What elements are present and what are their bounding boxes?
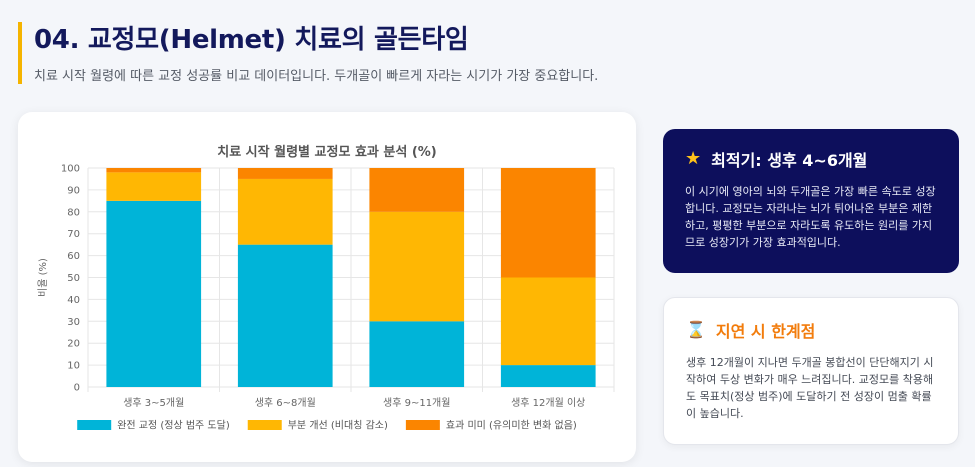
bar-segment [237, 168, 333, 179]
optimal-card-header: ★ 최적기: 생후 4~6개월 [685, 147, 937, 171]
optimal-card-title: 최적기: 생후 4~6개월 [711, 151, 868, 170]
y-tick-label: 70 [67, 229, 80, 240]
bar-segment [237, 178, 333, 245]
page-subtitle: 치료 시작 월령에 따른 교정 성공률 비교 데이터입니다. 두개골이 빠르게 … [34, 69, 599, 84]
page-header: 04. 교정모(Helmet) 치료의 골든타임 치료 시작 월령에 따른 교정… [18, 22, 598, 84]
x-tick-label: 생후 3~5개월 [123, 397, 184, 409]
bar-segment [369, 321, 465, 387]
limit-card-body: 생후 12개월이 지나면 두개골 봉합선이 단단해지기 시작하여 두상 변화가 … [686, 356, 934, 420]
bar-segment [106, 168, 202, 173]
optimal-period-card: ★ 최적기: 생후 4~6개월 이 시기에 영아의 뇌와 두개골은 가장 빠른 … [663, 129, 959, 273]
legend-swatch [77, 420, 112, 430]
y-tick-label: 60 [67, 251, 80, 262]
y-tick-label: 30 [67, 317, 80, 328]
x-tick-label: 생후 9~11개월 [383, 397, 450, 409]
bar-segment [369, 211, 465, 322]
y-tick-label: 20 [67, 339, 80, 350]
y-tick-label: 0 [74, 383, 80, 394]
y-tick-label: 100 [61, 164, 80, 175]
legend-swatch [247, 420, 282, 430]
delay-limit-card: ⌛ 지연 시 한계점 생후 12개월이 지나면 두개골 봉합선이 단단해지기 시… [663, 297, 959, 445]
page-title: 04. 교정모(Helmet) 치료의 골든타임 [34, 25, 469, 55]
y-tick-label: 50 [67, 273, 80, 284]
bar-segment [106, 172, 202, 201]
y-tick-label: 10 [67, 361, 80, 372]
y-tick-label: 90 [67, 185, 80, 196]
limit-card-title: 지연 시 한계점 [715, 322, 816, 341]
limit-card-header: ⌛ 지연 시 한계점 [686, 318, 936, 342]
x-tick-label: 생후 12개월 이상 [511, 397, 585, 409]
bar-segment [500, 168, 596, 278]
y-axis-title: 비율 (%) [37, 258, 49, 297]
y-tick-label: 80 [67, 207, 80, 218]
bar-segment [500, 365, 596, 387]
legend-label: 부분 개선 (비대칭 감소) [288, 420, 388, 432]
bar-segment [106, 200, 202, 387]
star-icon: ★ [685, 148, 702, 169]
chart-card: 치료 시작 월령별 교정모 효과 분석 (%) 0 10 20 30 40 50 60 70 80… [18, 112, 636, 462]
legend-label: 효과 미미 (유의미한 변화 없음) [446, 419, 577, 432]
stacked-bar-chart: 치료 시작 월령별 교정모 효과 분석 (%) 0 10 20 30 40 50 60 70 80… [37, 144, 615, 432]
chart-title: 치료 시작 월령별 교정모 효과 분석 (%) [217, 144, 437, 160]
legend-swatch [405, 420, 440, 430]
optimal-card-body: 이 시기에 영아의 뇌와 두개골은 가장 빠른 속도로 성장합니다. 교정모는 … [685, 185, 936, 249]
bar-segment [500, 277, 596, 366]
x-tick-label: 생후 6~8개월 [255, 397, 316, 409]
bar-segment [369, 168, 465, 212]
y-tick-label: 40 [67, 295, 80, 306]
legend-label: 완전 교정 (정상 범주 도달) [117, 420, 230, 432]
hourglass-icon: ⌛ [686, 320, 706, 339]
bar-segment [237, 244, 333, 387]
